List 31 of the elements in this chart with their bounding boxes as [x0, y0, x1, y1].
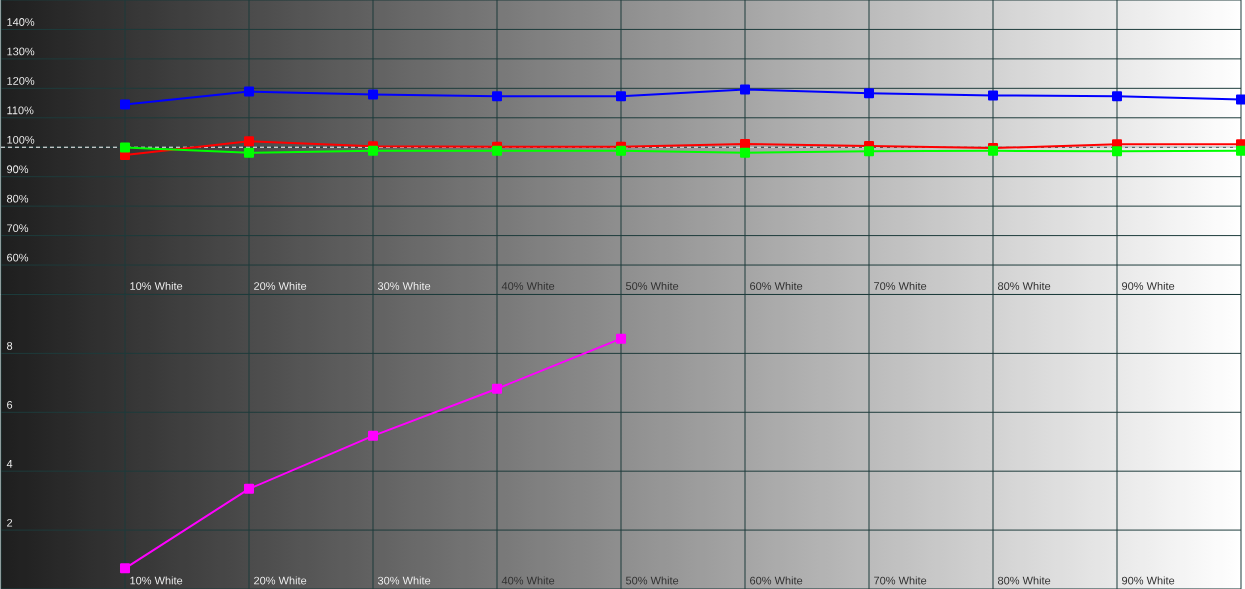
x-tick-label: 50% White: [625, 281, 679, 290]
x-tick-label: 50% White: [625, 576, 679, 585]
x-tick-label: 60% White: [750, 576, 803, 585]
x-tick-label: 80% White: [998, 576, 1051, 585]
x-tick-label: 10% White: [130, 576, 183, 585]
x-tick-label: 40% White: [501, 281, 555, 290]
x-tick-label: 90% White: [1122, 281, 1175, 290]
y-tick-label: 6: [7, 400, 13, 409]
y-tick-label: 120%: [7, 77, 35, 85]
x-tick-label: 20% White: [254, 576, 307, 585]
x-tick-label: 80% White: [998, 281, 1051, 290]
x-tick-label: 30% White: [377, 281, 431, 290]
y-tick-label: 4: [6, 460, 13, 468]
x-tick-label: 60% White: [750, 281, 803, 290]
y-tick-label: 80%: [7, 194, 29, 203]
y-tick-label: 8: [7, 342, 13, 350]
x-tick-label: 20% White: [254, 281, 307, 290]
x-tick-label: 10% White: [130, 281, 183, 290]
y-tick-label: 70%: [7, 224, 29, 233]
x-tick-label: 90% White: [1122, 576, 1175, 585]
x-tick-label: 30% White: [377, 576, 431, 585]
y-tick-label: 90%: [7, 165, 29, 174]
y-tick-label: 2: [7, 518, 13, 527]
y-tick-label: 140%: [7, 18, 35, 26]
x-tick-label: 40% White: [501, 576, 555, 585]
y-tick-label: 110%: [7, 106, 34, 115]
x-tick-label: 70% White: [874, 281, 927, 290]
y-tick-label: 60%: [7, 253, 29, 262]
y-tick-label: 100%: [7, 135, 35, 144]
y-tick-label: 130%: [7, 47, 35, 56]
x-tick-label: 70% White: [874, 576, 927, 585]
